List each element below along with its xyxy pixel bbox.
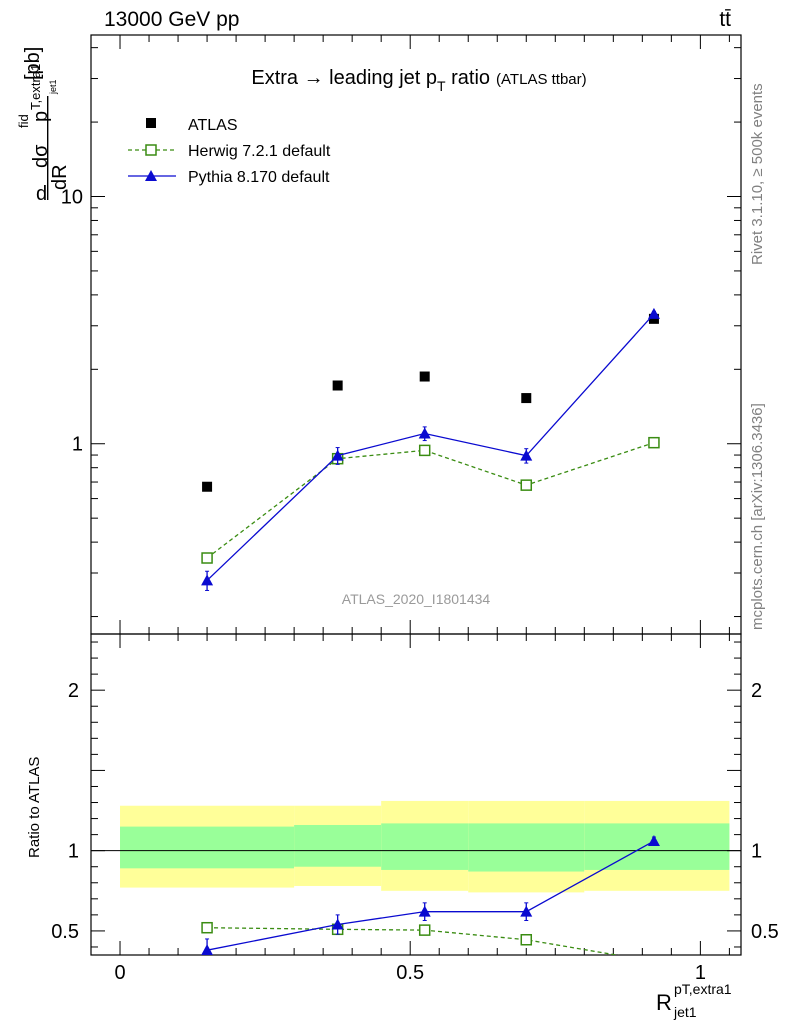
ratio-xtick-label: 0 xyxy=(114,962,125,984)
ylabel-fraction-bar xyxy=(47,96,49,200)
chart-title-main: Extra → leading jet p xyxy=(251,67,437,89)
main-point-herwig xyxy=(648,436,660,449)
legend-marker-atlas xyxy=(146,118,156,128)
main-y-axis-label: d dσ fid p T,extra1 dR jet1 [pb] xyxy=(16,47,71,205)
main-point-pythia xyxy=(520,449,533,461)
main-line-pythia xyxy=(206,313,655,581)
ylabel-unit: [pb] xyxy=(22,47,44,80)
ylabel-dsigma: dσ xyxy=(30,144,52,168)
main-line-herwig xyxy=(206,442,655,559)
xlabel-sub: jet1 xyxy=(673,1004,697,1020)
ratio-uncertainty-bands xyxy=(120,800,730,893)
ratio-point-pythia xyxy=(418,905,431,917)
legend-marker-herwig xyxy=(145,144,157,156)
plot-frames: 1 10 0 0.5 1 0.5 0.5 1 1 2 2 xyxy=(51,34,779,984)
ratio-xtick-label: 0.5 xyxy=(396,962,424,984)
process-label: tt̄ xyxy=(719,8,731,31)
legend-label-pythia: Pythia 8.170 default xyxy=(188,169,330,186)
ratio-panel-frame xyxy=(90,633,742,956)
ratio-line-herwig xyxy=(207,927,621,955)
green-band-bin-0 xyxy=(120,826,295,869)
ratio-point-herwig xyxy=(649,956,659,966)
ylabel-jet1: jet1 xyxy=(48,79,58,95)
ratio-series-herwig xyxy=(201,921,659,966)
main-point-herwig xyxy=(201,552,213,564)
main-point-atlas xyxy=(202,481,213,492)
analysis-id-label: ATLAS_2020_I1801434 xyxy=(342,591,491,607)
ratio-x-axis-label: R pT,extra1 jet1 xyxy=(656,981,732,1020)
main-point-atlas xyxy=(332,380,343,391)
xlabel-sup: pT,extra1 xyxy=(674,981,732,997)
legend-marker-pythia xyxy=(145,170,157,181)
rivet-version-label: Rivet 3.1.10, ≥ 500k events xyxy=(749,83,766,265)
ratio-ytick-label-right: 0.5 xyxy=(751,921,779,943)
ylabel-fid: fid xyxy=(16,114,31,128)
main-series-herwig xyxy=(201,436,660,564)
main-point-herwig xyxy=(520,479,533,491)
main-ytick-label: 10 xyxy=(61,186,83,208)
legend-label-atlas: ATLAS xyxy=(188,117,238,134)
xlabel-r: R xyxy=(656,990,672,1015)
main-point-pythia xyxy=(647,307,660,319)
chart-title-sub: T xyxy=(437,78,446,94)
ratio-xtick-label: 1 xyxy=(695,962,706,984)
chart-title-tail: ratio xyxy=(446,67,490,89)
green-band-bin-4 xyxy=(584,823,730,870)
green-band-bin-1 xyxy=(294,824,382,867)
ratio-point-pythia xyxy=(520,905,533,917)
data-series-layer xyxy=(201,307,660,966)
green-band-bin-3 xyxy=(468,823,585,872)
ylabel-dr: dR xyxy=(49,164,71,190)
main-series-atlas xyxy=(202,313,659,492)
ratio-point-herwig xyxy=(418,924,431,936)
chart-title: Extra → leading jet pT ratio (ATLAS ttbar… xyxy=(251,67,586,94)
ratio-point-pythia xyxy=(201,944,213,955)
main-point-atlas xyxy=(521,393,532,404)
ratio-point-herwig xyxy=(201,921,213,934)
ratio-y-axis-label: Ratio to ATLAS xyxy=(26,757,43,858)
chart-title-note: (ATLAS ttbar) xyxy=(496,71,587,88)
ratio-point-herwig xyxy=(520,934,533,946)
ratio-ytick-label-left: 2 xyxy=(68,680,79,702)
mcplots-reference-label: mcplots.cern.ch [arXiv:1306.3436] xyxy=(749,403,766,630)
ratio-ytick-label-right: 1 xyxy=(751,841,762,863)
ylabel-textra1: T,extra1 xyxy=(28,64,43,110)
main-point-herwig xyxy=(418,444,431,457)
ratio-ytick-label-right: 2 xyxy=(751,680,762,702)
main-point-atlas xyxy=(419,371,430,382)
main-point-pythia xyxy=(201,574,214,586)
ratio-point-pythia xyxy=(331,918,344,930)
ratio-point-pythia xyxy=(647,835,660,847)
main-series-pythia xyxy=(201,307,660,591)
ratio-ytick-label-left: 1 xyxy=(68,841,79,863)
ylabel-d: d xyxy=(36,183,47,205)
main-ytick-label: 1 xyxy=(72,434,83,456)
ylabel-p: p xyxy=(30,111,52,122)
collision-label: 13000 GeV pp xyxy=(104,8,239,31)
ratio-ytick-label-left: 0.5 xyxy=(51,921,79,943)
main-point-pythia xyxy=(418,427,431,439)
green-band-bin-2 xyxy=(381,823,469,870)
legend-label-herwig: Herwig 7.2.1 default xyxy=(188,143,331,160)
legend: ATLAS Herwig 7.2.1 default Pythia 8.170 … xyxy=(128,117,331,186)
ratio-series-pythia xyxy=(201,835,660,955)
main-point-pythia xyxy=(331,449,344,461)
